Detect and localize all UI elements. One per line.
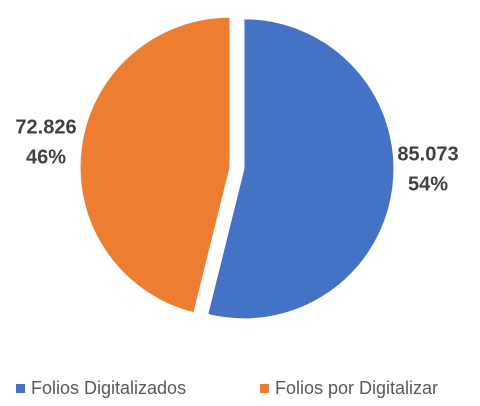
percent-label: 46% (26, 146, 66, 168)
value-label: 72.826 (15, 116, 76, 138)
legend-label: Folios por Digitalizar (275, 378, 438, 398)
legend-swatch (16, 384, 25, 393)
legend-swatch (260, 384, 269, 393)
legend-label: Folios Digitalizados (31, 378, 186, 398)
percent-label: 54% (408, 173, 448, 195)
pie-slice (79, 16, 231, 314)
value-label: 85.073 (397, 143, 458, 165)
pie-slice (207, 18, 395, 320)
